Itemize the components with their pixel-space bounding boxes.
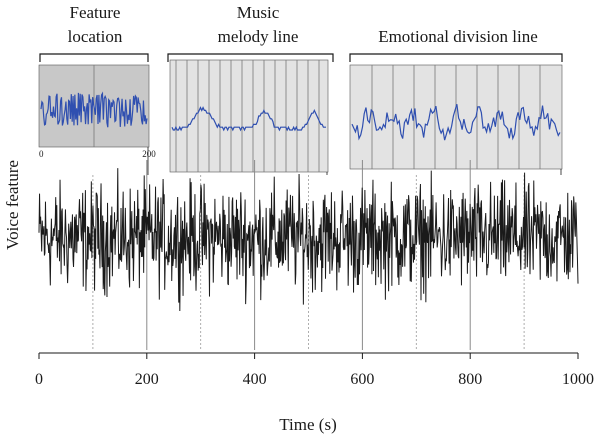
inset-series-line xyxy=(40,91,148,128)
inset-panels: 0 200 xyxy=(38,59,563,175)
series-line xyxy=(38,168,579,311)
x-tick-label: 600 xyxy=(350,371,374,388)
y-axis-label: Voice feature xyxy=(3,160,22,250)
segment-title-music: Music xyxy=(237,3,280,22)
x-tick-label: 200 xyxy=(135,371,159,388)
x-tick-label: 800 xyxy=(458,371,482,388)
inset-series-line xyxy=(171,106,326,132)
segment-title-melody: melody line xyxy=(218,27,299,46)
inset-series-line xyxy=(351,103,561,141)
x-tick-label: 0 xyxy=(35,371,43,388)
inset-background xyxy=(169,59,329,173)
x-tick-label: 1000 xyxy=(562,371,594,388)
segment-bracket xyxy=(167,53,334,62)
x-axis-label: Time (s) xyxy=(279,415,336,434)
inset-tick-label: 0 xyxy=(39,149,44,159)
segment-title-location: location xyxy=(68,27,123,46)
x-tick-label: 400 xyxy=(243,371,267,388)
segment-bracket xyxy=(349,53,563,62)
inset-tick-label: 200 xyxy=(142,149,156,159)
x-axis-ticks: 0 200 400 600 800 1000 xyxy=(35,353,594,388)
segment-title-feature: Feature xyxy=(70,3,121,22)
segment-brackets xyxy=(39,53,563,62)
segment-bracket xyxy=(39,53,149,62)
segment-title-emotional: Emotional division line xyxy=(378,27,538,46)
